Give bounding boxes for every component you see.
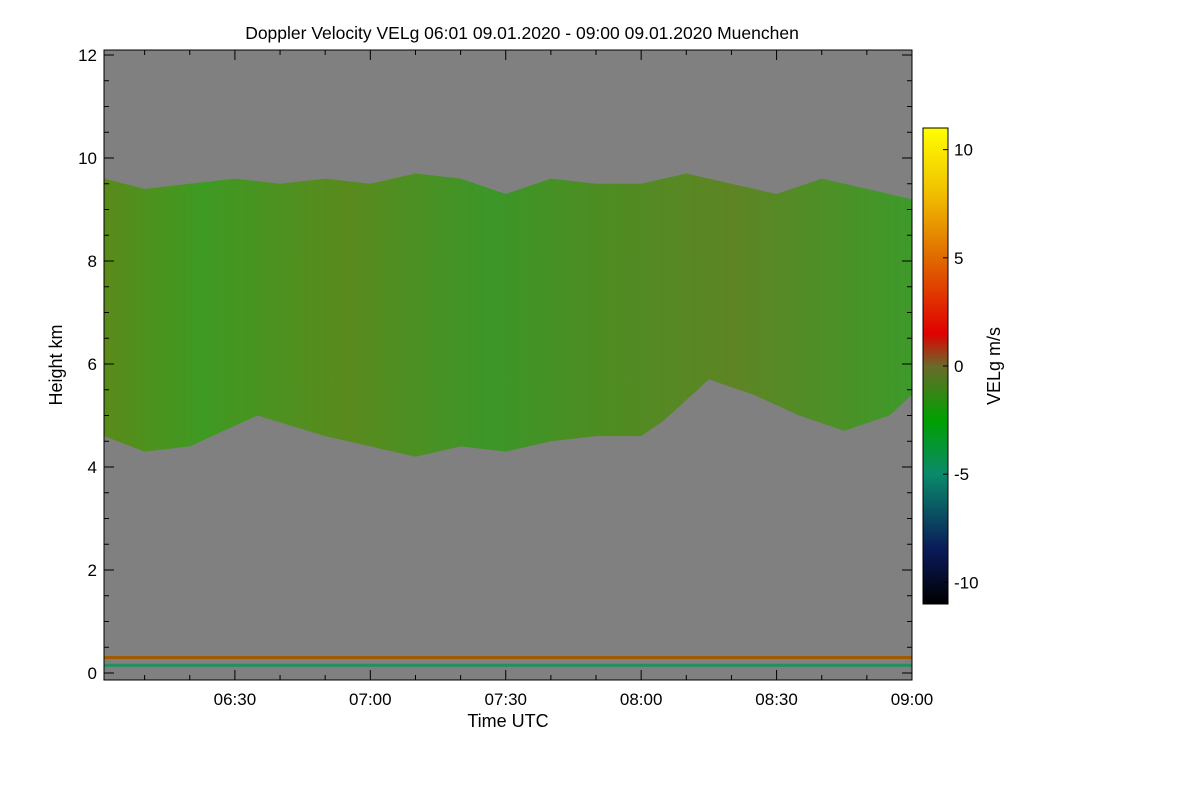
colorbar-tick-label: 0 [954, 357, 963, 376]
x-tick-label: 07:30 [484, 690, 527, 709]
chart-title: Doppler Velocity VELg 06:01 09.01.2020 -… [245, 23, 799, 43]
colorbar-tick-label: -10 [954, 573, 979, 592]
colorbar-tick-label: 5 [954, 249, 963, 268]
x-tick-label: 08:30 [755, 690, 798, 709]
plot-frame [103, 49, 913, 681]
axes: 06:30 07:00 07:30 08:00 08:30 09:00 0 2 4 6 8 10 12 [78, 46, 933, 709]
plot-area [104, 50, 912, 680]
near-surface-layer-1 [104, 656, 912, 660]
y-tick-label: 2 [88, 561, 97, 580]
x-axis-label: Time UTC [467, 711, 548, 731]
y-axis-label: Height km [46, 324, 66, 405]
y-tick-label: 12 [78, 46, 97, 65]
x-tick-label: 07:00 [349, 690, 392, 709]
colorbar-tick-label: 10 [954, 141, 973, 160]
x-tick-label: 09:00 [891, 690, 934, 709]
x-tick-label: 08:00 [620, 690, 663, 709]
cloud-echo-region [104, 173, 912, 457]
y-tick-label: 6 [88, 355, 97, 374]
y-tick-label: 10 [78, 149, 97, 168]
y-tick-label: 4 [88, 458, 97, 477]
y-tick-label: 0 [88, 664, 97, 683]
colorbar: 10 5 0 -5 -10 [922, 127, 979, 605]
colorbar-tick-label: -5 [954, 465, 969, 484]
near-surface-layer-2 [104, 663, 912, 667]
colorbar-label: VELg m/s [984, 327, 1004, 405]
y-tick-label: 8 [88, 252, 97, 271]
x-tick-label: 06:30 [214, 690, 257, 709]
